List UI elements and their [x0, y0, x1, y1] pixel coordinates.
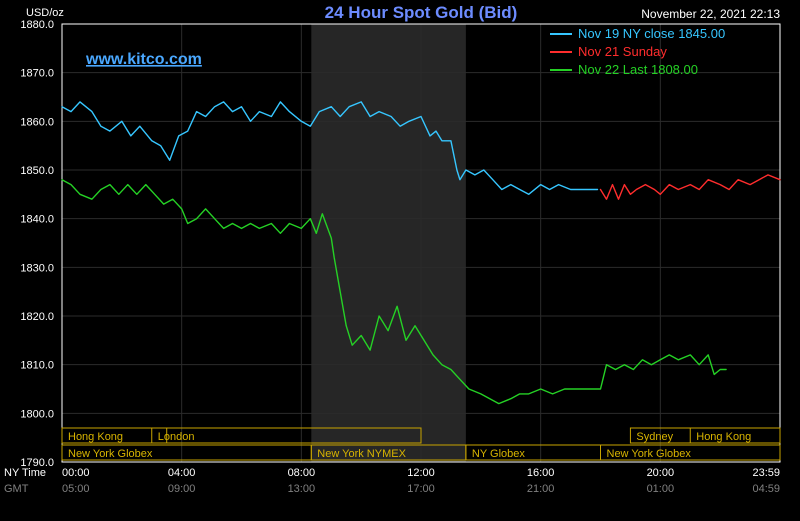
gmt-prefix: GMT [4, 483, 29, 495]
ny-time-label: 04:00 [168, 467, 196, 479]
gmt-time-label: 01:00 [647, 483, 675, 495]
session-label: Sydney [636, 431, 673, 443]
y-tick-label: 1860.0 [20, 116, 54, 128]
gmt-time-label: 05:00 [62, 483, 90, 495]
gmt-time-label: 09:00 [168, 483, 196, 495]
session-label: New York Globex [68, 448, 153, 460]
session-label: NY Globex [472, 448, 525, 460]
chart-title: 24 Hour Spot Gold (Bid) [325, 3, 518, 22]
y-axis-unit: USD/oz [26, 7, 64, 19]
y-tick-label: 1810.0 [20, 360, 54, 372]
y-tick-label: 1850.0 [20, 165, 54, 177]
ny-time-label: 12:00 [407, 467, 435, 479]
y-tick-label: 1830.0 [20, 262, 54, 274]
y-tick-label: 1840.0 [20, 214, 54, 226]
watermark-url: www.kitco.com [85, 51, 202, 68]
gmt-time-label: 17:00 [407, 483, 435, 495]
ny-time-label: 23:59 [752, 467, 780, 479]
ny-time-label: 16:00 [527, 467, 555, 479]
ny-time-label: 20:00 [647, 467, 675, 479]
y-tick-label: 1870.0 [20, 68, 54, 80]
legend-entry: Nov 22 Last 1808.00 [578, 62, 698, 77]
ny-time-label: 00:00 [62, 467, 90, 479]
ny-time-prefix: NY Time [4, 467, 46, 479]
session-label: Hong Kong [68, 431, 123, 443]
gold-spot-chart: 1790.01800.01810.01820.01830.01840.01850… [0, 0, 800, 521]
chart-timestamp: November 22, 2021 22:13 [641, 7, 780, 21]
ny-time-label: 08:00 [288, 467, 316, 479]
nymex-session-band [311, 24, 466, 462]
y-tick-label: 1800.0 [20, 408, 54, 420]
gmt-time-label: 21:00 [527, 483, 555, 495]
session-label: London [158, 431, 195, 443]
y-tick-label: 1820.0 [20, 311, 54, 323]
y-tick-label: 1880.0 [20, 19, 54, 31]
gmt-time-label: 04:59 [752, 483, 780, 495]
gmt-time-label: 13:00 [288, 483, 316, 495]
session-label: New York Globex [607, 448, 692, 460]
session-label: Hong Kong [696, 431, 751, 443]
legend-entry: Nov 19 NY close 1845.00 [578, 26, 725, 41]
session-label: New York NYMEX [317, 448, 406, 460]
chart-container: 1790.01800.01810.01820.01830.01840.01850… [0, 0, 800, 521]
legend-entry: Nov 21 Sunday [578, 44, 667, 59]
